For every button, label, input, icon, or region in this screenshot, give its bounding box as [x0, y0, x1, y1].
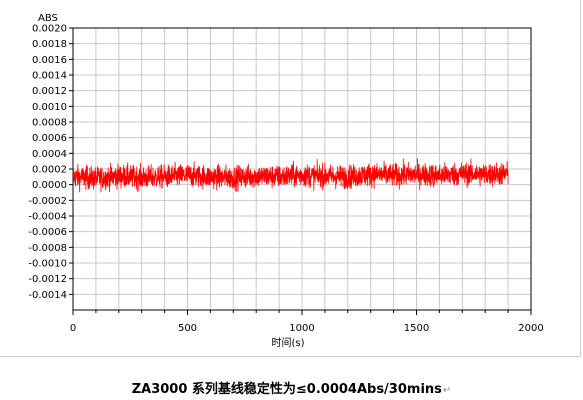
y-axis-label: ABS	[38, 13, 58, 24]
y-tick-label: -0.0002	[28, 196, 67, 207]
x-axis-ticks: 0 500 1000 1500 2000	[70, 310, 544, 334]
x-tick-label: 0	[70, 323, 76, 334]
x-axis-label: 时间(s)	[271, 336, 304, 349]
y-tick-label: 0.0006	[32, 133, 67, 144]
chart-frame	[0, 0, 581, 357]
x-tick-label: 2000	[518, 323, 543, 334]
y-tick-label: 0.0018	[32, 39, 67, 50]
x-tick-label: 500	[178, 323, 197, 334]
y-tick-label: -0.0012	[28, 274, 67, 285]
baseline-signal-line	[72, 158, 509, 193]
caption-text: ZA3000 系列基线稳定性为≤0.0004Abs/30mins	[131, 382, 442, 397]
y-tick-label: 0.0008	[32, 118, 67, 129]
x-tick-label: 1500	[404, 323, 429, 334]
y-tick-label: -0.0004	[28, 212, 67, 223]
y-tick-label: 0.0016	[32, 55, 67, 66]
y-tick-label: 0.0004	[32, 149, 67, 160]
baseline-chart: 0.0020 0.0018 0.0016 0.0014 0.0012 0.0010 0.00…	[28, 13, 544, 349]
series-layer	[72, 158, 509, 193]
y-tick-label: 0.0014	[32, 71, 67, 82]
y-tick-label: -0.0014	[28, 290, 67, 301]
y-tick-label: 0.0012	[32, 86, 67, 97]
return-mark-icon: ↵	[442, 385, 452, 396]
y-tick-label: 0.0002	[32, 165, 67, 176]
y-tick-label: 0.0010	[32, 102, 67, 113]
y-tick-label: -0.0008	[28, 243, 67, 254]
x-tick-label: 1000	[289, 323, 314, 334]
figure-caption: ZA3000 系列基线稳定性为≤0.0004Abs/30mins↵	[0, 378, 583, 397]
y-tick-label: -0.0010	[28, 259, 67, 270]
grid-lines	[72, 27, 532, 310]
y-tick-label: 0.0000	[32, 180, 67, 191]
y-tick-label: 0.0020	[32, 24, 67, 35]
y-tick-label: -0.0006	[28, 227, 67, 238]
y-axis-ticks: 0.0020 0.0018 0.0016 0.0014 0.0012 0.0010 0.00…	[28, 24, 73, 301]
